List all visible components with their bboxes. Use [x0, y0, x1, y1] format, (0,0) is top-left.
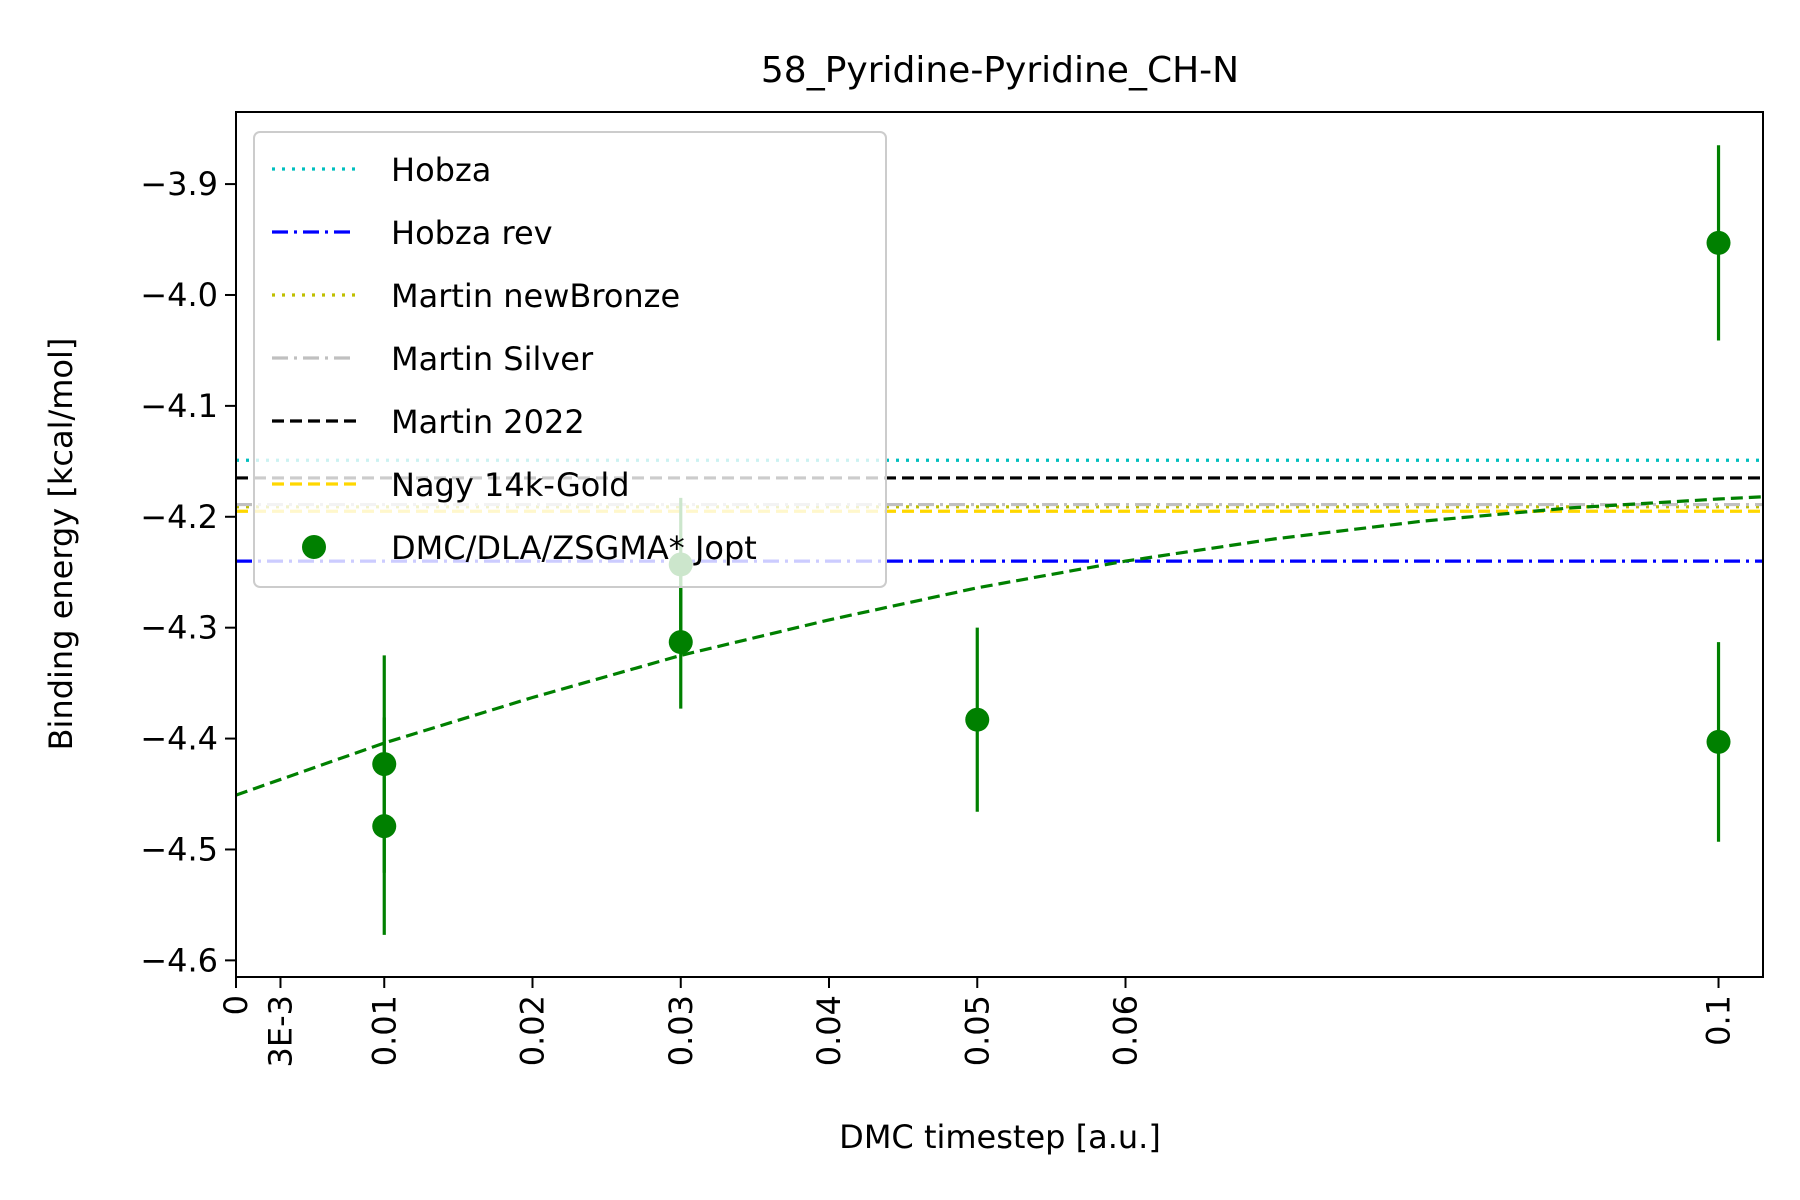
- y-tick-label: −4.1: [140, 387, 218, 425]
- y-tick-label: −4.6: [140, 941, 218, 979]
- legend-label-hobza-rev: Hobza rev: [391, 214, 553, 252]
- axes-layer: 0 3E-3 0.01 0.02 0.03 0.04 0.05 0.06 0.1 −3.9 −4.0…: [140, 165, 1737, 1067]
- x-tick-label: 0.05: [958, 995, 996, 1066]
- chart-title: 58_Pyridine-Pyridine_CH-N: [761, 50, 1239, 91]
- y-tick-label: −4.0: [140, 276, 218, 314]
- legend-box: [253, 131, 887, 588]
- x-tick-label: 0.04: [810, 995, 848, 1066]
- x-tick-label: 0.03: [662, 995, 700, 1066]
- legend-swatch-dmc-dla-zsgma-jopt: [302, 535, 326, 559]
- y-axis-label: Binding energy [kcal/mol]: [42, 338, 80, 751]
- y-tick-label: −3.9: [140, 165, 218, 203]
- x-tick-label: 0.1: [1700, 995, 1738, 1046]
- legend-label-hobza: Hobza: [391, 151, 491, 189]
- data-point: [965, 707, 990, 732]
- legend-label-martin-silver: Martin Silver: [391, 340, 594, 378]
- fit-curve: [235, 495, 1764, 797]
- data-point: [1706, 230, 1731, 255]
- x-tick-label: 0.06: [1107, 995, 1145, 1066]
- legend-label-martin-2022: Martin 2022: [391, 403, 585, 441]
- legend: Hobza Hobza rev Martin newBronze Martin Sil…: [253, 131, 887, 588]
- x-tick-label: 3E-3: [261, 995, 299, 1067]
- plot-frame: [235, 111, 1764, 978]
- data-point: [372, 814, 397, 839]
- x-tick-label: 0.01: [365, 995, 403, 1066]
- x-axis-label: DMC timestep [a.u.]: [839, 1118, 1161, 1156]
- x-tick-label: 0: [217, 995, 255, 1015]
- data-point: [1706, 729, 1731, 754]
- data-point: [668, 630, 693, 655]
- y-tick-label: −4.4: [140, 720, 218, 758]
- legend-label-martin-newbronze: Martin newBronze: [391, 277, 680, 315]
- y-tick-label: −4.2: [140, 498, 218, 536]
- y-tick-label: −4.5: [140, 830, 218, 868]
- y-tick-label: −4.3: [140, 609, 218, 647]
- legend-label-dmc-dla-zsgma-jopt: DMC/DLA/ZSGMA* Jopt: [391, 529, 757, 567]
- x-tick-label: 0.02: [514, 995, 552, 1066]
- legend-label-nagy-14k-gold: Nagy 14k-Gold: [391, 466, 630, 504]
